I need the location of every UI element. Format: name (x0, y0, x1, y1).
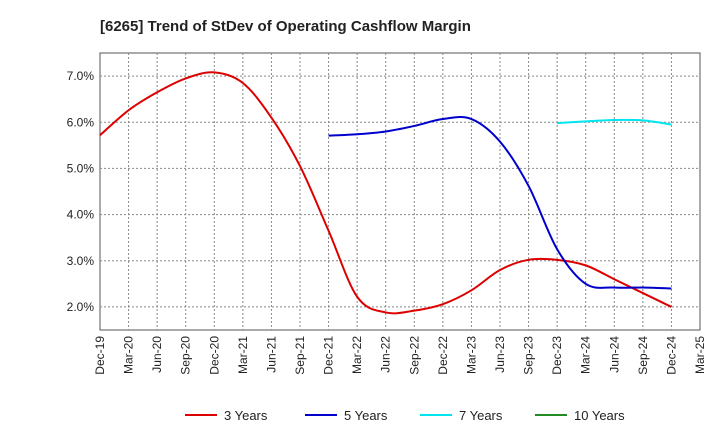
x-tick-label: Sep-23 (522, 336, 536, 375)
legend-item-5-years: 5 Years (305, 408, 388, 423)
y-axis-ticks: 7.0% 6.0% 5.0% 4.0% 3.0% 2.0% (67, 69, 95, 314)
x-tick-label: Mar-23 (464, 336, 478, 374)
y-tick-label: 2.0% (67, 300, 95, 314)
y-tick-label: 3.0% (67, 254, 95, 268)
legend-label: 7 Years (459, 408, 503, 423)
legend-label: 3 Years (224, 408, 268, 423)
legend-label: 5 Years (344, 408, 388, 423)
x-tick-label: Mar-22 (350, 336, 364, 374)
x-tick-label: Jun-20 (150, 336, 164, 373)
x-tick-label: Mar-20 (122, 336, 136, 374)
x-tick-label: Jun-22 (379, 336, 393, 373)
x-tick-label: Dec-23 (550, 336, 564, 375)
x-tick-label: Dec-19 (93, 336, 107, 375)
chart-title: [6265] Trend of StDev of Operating Cashf… (100, 18, 471, 35)
plot-area (99, 52, 701, 331)
x-tick-label: Sep-21 (293, 336, 307, 375)
x-tick-label: Sep-20 (179, 336, 193, 375)
x-tick-label: Dec-21 (322, 336, 336, 375)
y-tick-label: 6.0% (67, 115, 95, 129)
x-tick-label: Jun-24 (607, 336, 621, 373)
x-tick-label: Dec-24 (664, 336, 678, 375)
series-line-3-years (99, 71, 672, 315)
x-axis-ticks: Dec-19 Mar-20 Jun-20 Sep-20 Dec-20 Mar-21 Jun-… (93, 336, 707, 375)
x-tick-label: Sep-24 (636, 336, 650, 375)
legend-item-7-years: 7 Years (420, 408, 503, 423)
series-lines (99, 71, 672, 315)
x-tick-label: Mar-25 (693, 336, 707, 374)
y-tick-label: 5.0% (67, 161, 95, 175)
y-tick-label: 7.0% (67, 69, 95, 83)
legend: 3 Years 5 Years 7 Years 10 Years (185, 408, 625, 423)
x-tick-label: Jun-23 (493, 336, 507, 373)
series-line-5-years (328, 116, 672, 290)
legend-item-3-years: 3 Years (185, 408, 268, 423)
x-tick-label: Mar-24 (579, 336, 593, 374)
x-tick-label: Mar-21 (236, 336, 250, 374)
x-tick-label: Dec-22 (436, 336, 450, 375)
legend-label: 10 Years (574, 408, 625, 423)
x-tick-label: Sep-22 (407, 336, 421, 375)
x-tick-label: Dec-20 (207, 336, 221, 375)
legend-item-10-years: 10 Years (535, 408, 625, 423)
x-tick-label: Jun-21 (264, 336, 278, 373)
grid (100, 53, 700, 330)
series-line-7-years (557, 118, 672, 126)
y-tick-label: 4.0% (67, 208, 95, 222)
